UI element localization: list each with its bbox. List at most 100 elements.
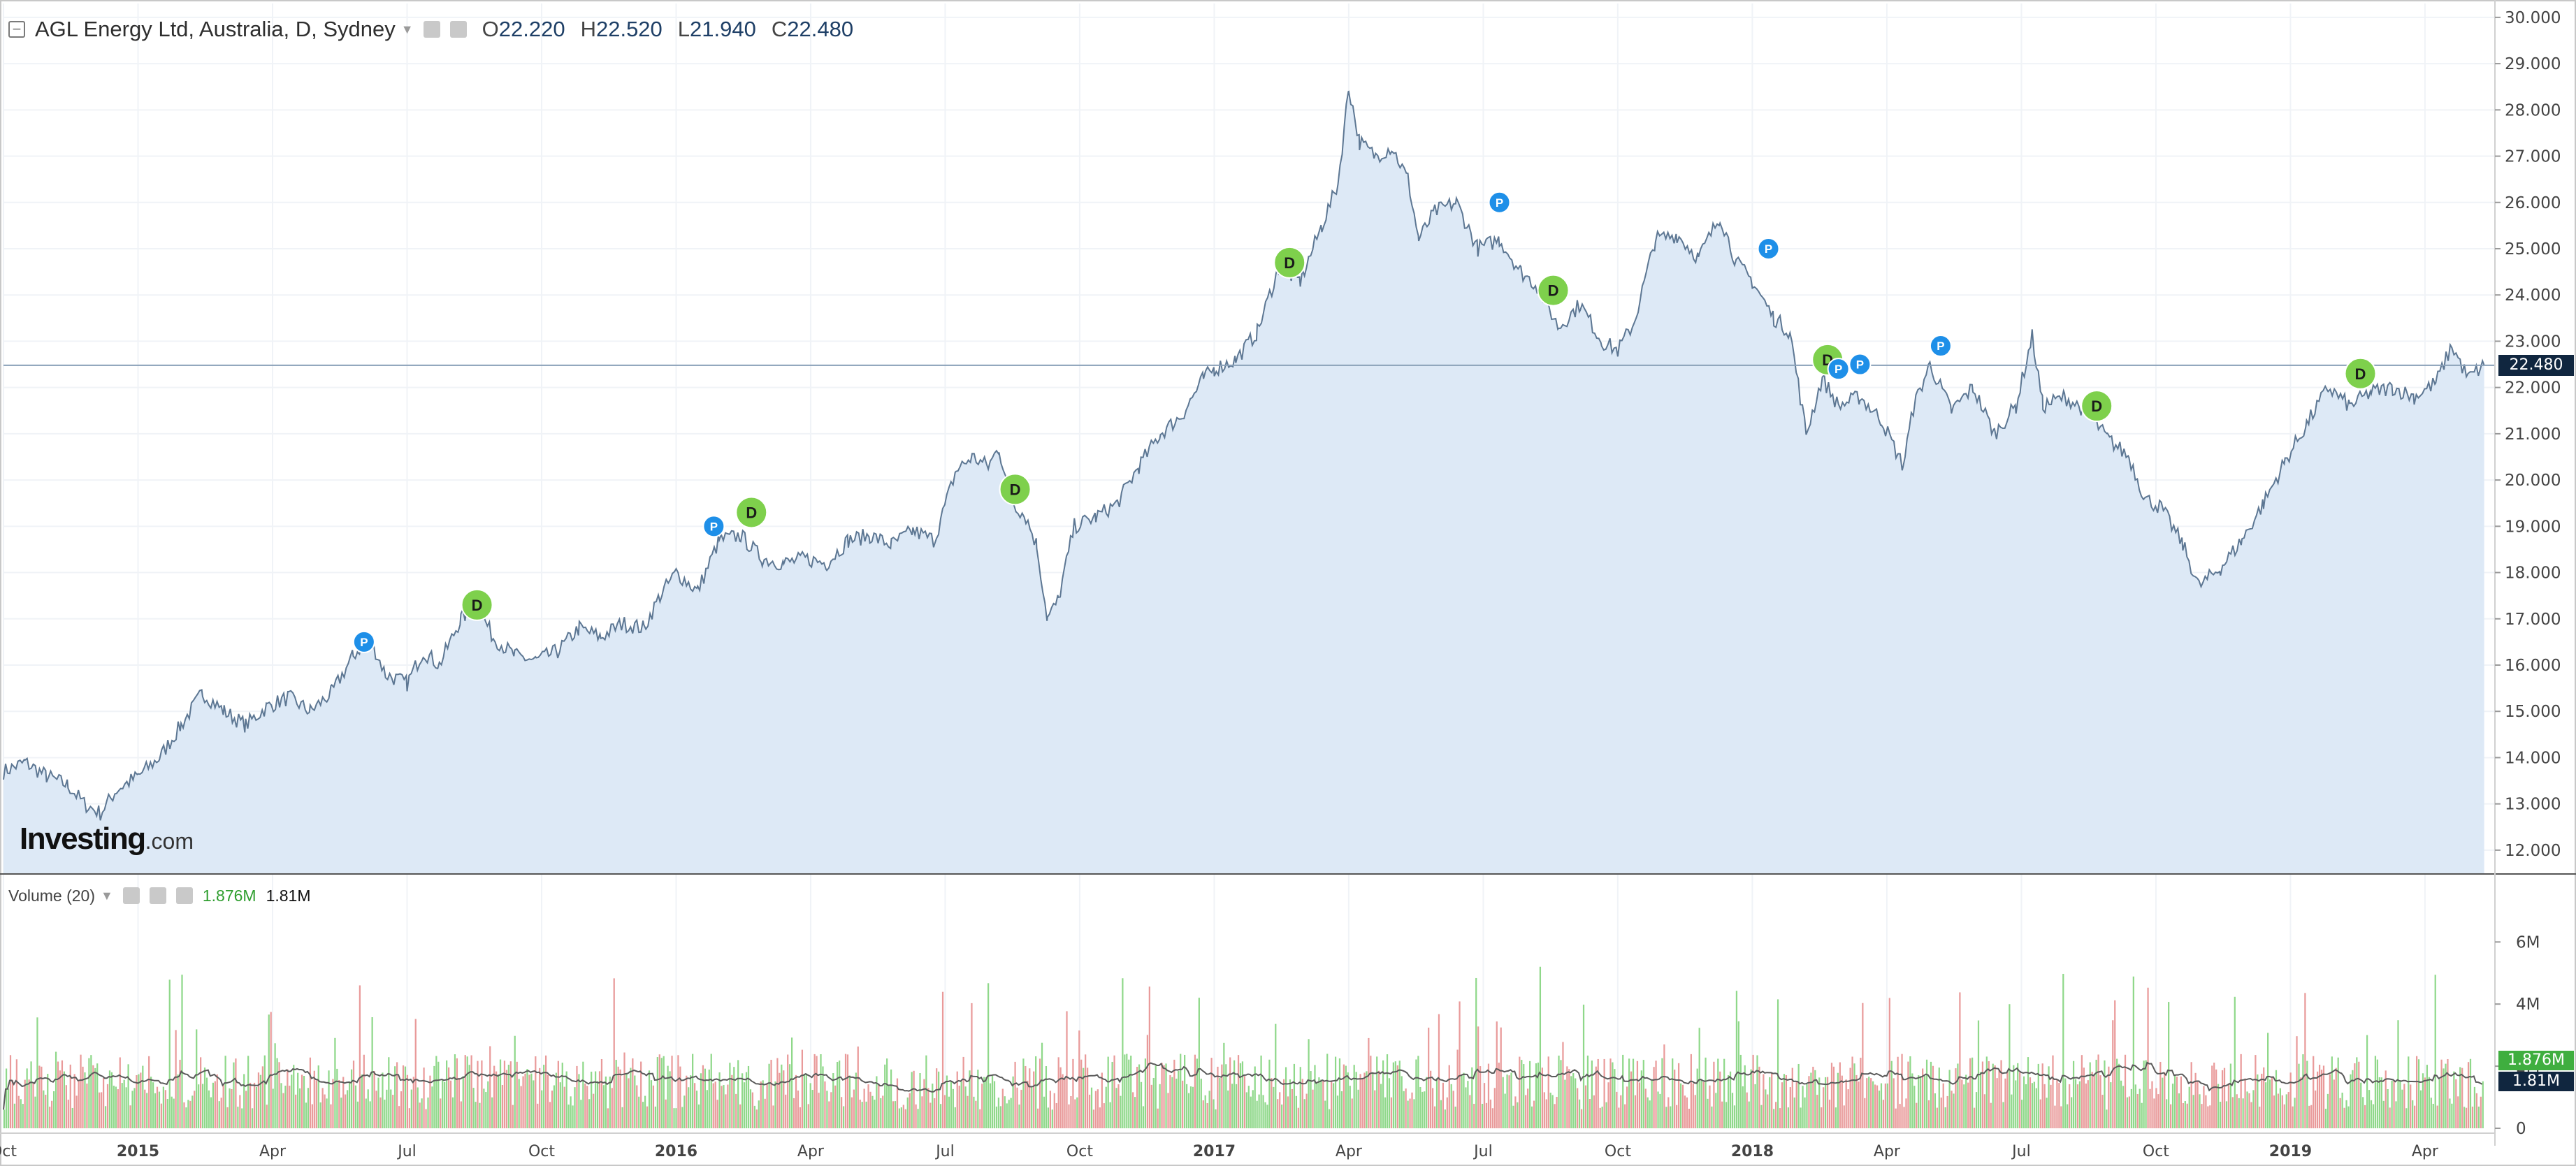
volume-bar (1795, 1081, 1797, 1128)
dividend-marker[interactable] (735, 496, 768, 529)
dividend-marker[interactable] (1273, 246, 1306, 279)
volume-bar (173, 1098, 175, 1128)
volume-bar (840, 1097, 843, 1128)
volume-bar (1985, 1056, 1988, 1128)
chevron-down-icon[interactable]: ▼ (400, 22, 414, 36)
volume-bar (1549, 1093, 1551, 1128)
volume-bar (1043, 1096, 1045, 1128)
time-axis-label: Oct (1066, 1143, 1093, 1160)
volume-bar (1737, 1021, 1739, 1128)
eye-icon[interactable] (122, 887, 140, 904)
volume-bar (969, 1070, 971, 1128)
volume-bar (1237, 1055, 1240, 1128)
volume-bar (1285, 1067, 1287, 1128)
volume-bar (1235, 1084, 1238, 1128)
volume-bar (210, 1097, 212, 1128)
volume-bar (203, 1067, 206, 1128)
volume-bar (979, 1109, 981, 1128)
volume-bar (1227, 1090, 1229, 1128)
volume-bar (956, 1071, 958, 1128)
volume-bar (962, 1056, 964, 1128)
eye-icon[interactable] (423, 21, 440, 38)
volume-bar (144, 1089, 146, 1128)
volume-bar (902, 1105, 904, 1128)
volume-bar (2238, 1098, 2240, 1128)
volume-bar (293, 1065, 295, 1128)
volume-bar (1388, 1078, 1391, 1128)
volume-bar (1004, 1096, 1006, 1128)
volume-bar (2255, 1055, 2257, 1128)
volume-bar (123, 1079, 125, 1128)
volume-bar (1523, 1064, 1525, 1128)
volume-bar (1029, 1068, 1031, 1128)
dividend-marker[interactable] (1537, 274, 1570, 307)
volume-bar (1942, 1083, 1944, 1128)
symbol-title[interactable]: AGL Energy Ltd, Australia, D, Sydney (35, 17, 396, 41)
volume-bar (2201, 1104, 2203, 1128)
volume-bar (108, 1070, 111, 1128)
volume-bar (2153, 1098, 2155, 1128)
volume-bar (2141, 1102, 2143, 1128)
volume-bar (1916, 1102, 1918, 1128)
volume-bar (2285, 1094, 2287, 1128)
dividend-marker[interactable] (2081, 390, 2113, 423)
p-marker[interactable] (702, 515, 725, 538)
dividend-marker[interactable] (461, 588, 493, 621)
dividend-marker[interactable] (999, 473, 1032, 506)
volume-bar (1396, 1065, 1398, 1128)
volume-bar (1543, 1092, 1545, 1128)
volume-bar (2352, 1070, 2354, 1128)
chevron-down-icon[interactable]: ▼ (101, 888, 113, 903)
volume-bar (352, 1061, 355, 1128)
volume-bar (301, 1074, 303, 1128)
marker-label: D (2355, 365, 2366, 383)
p-marker[interactable] (1757, 237, 1780, 260)
volume-bar (628, 1078, 630, 1128)
volume-bar (1618, 1107, 1620, 1128)
volume-indicator-label[interactable]: Volume (20) (8, 886, 96, 905)
volume-bar (1893, 1078, 1895, 1128)
volume-bar (2067, 1104, 2069, 1128)
volume-bar (1560, 1060, 1562, 1128)
volume-bar (2482, 1081, 2484, 1128)
close-icon[interactable] (175, 887, 193, 904)
time-axis-label: Apr (797, 1143, 825, 1160)
volume-bar (1577, 1088, 1579, 1128)
p-marker[interactable] (1827, 358, 1850, 381)
volume-bar (154, 1093, 157, 1128)
volume-bar (1167, 1093, 1169, 1128)
volume-axis-label: 6M (2516, 933, 2540, 952)
p-marker[interactable] (1848, 353, 1872, 376)
volume-bar (2414, 1105, 2416, 1128)
gear-icon[interactable] (149, 887, 166, 904)
volume-bar (2424, 1077, 2426, 1128)
volume-bar (1392, 1062, 1395, 1128)
volume-bar (1903, 1107, 1905, 1128)
volume-bar (1812, 1066, 1814, 1128)
volume-bar (47, 1074, 49, 1128)
p-marker[interactable] (1488, 191, 1511, 214)
volume-bar (1355, 1072, 1357, 1128)
p-marker[interactable] (1929, 335, 1952, 358)
collapse-icon[interactable]: − (8, 21, 25, 38)
volume-bar (811, 1089, 813, 1128)
volume-bar (1159, 1084, 1161, 1128)
gear-icon[interactable] (449, 21, 467, 38)
p-marker[interactable] (352, 630, 375, 653)
volume-bar (1435, 1078, 1438, 1128)
volume-bar (156, 1086, 159, 1128)
volume-bar (392, 1095, 394, 1128)
volume-bar (1835, 1107, 1837, 1128)
volume-bar (309, 1057, 312, 1128)
volume-bar (1380, 1084, 1382, 1128)
volume-bar (1975, 1092, 1978, 1128)
volume-bar (129, 1105, 131, 1128)
volume-bar (1948, 1070, 1951, 1128)
volume-bar (692, 1054, 694, 1128)
volume-bar (1996, 1078, 1998, 1128)
volume-bar (2343, 1107, 2345, 1128)
volume-bar (997, 1098, 1000, 1128)
dividend-marker[interactable] (2344, 357, 2377, 390)
volume-bar (481, 1060, 483, 1128)
